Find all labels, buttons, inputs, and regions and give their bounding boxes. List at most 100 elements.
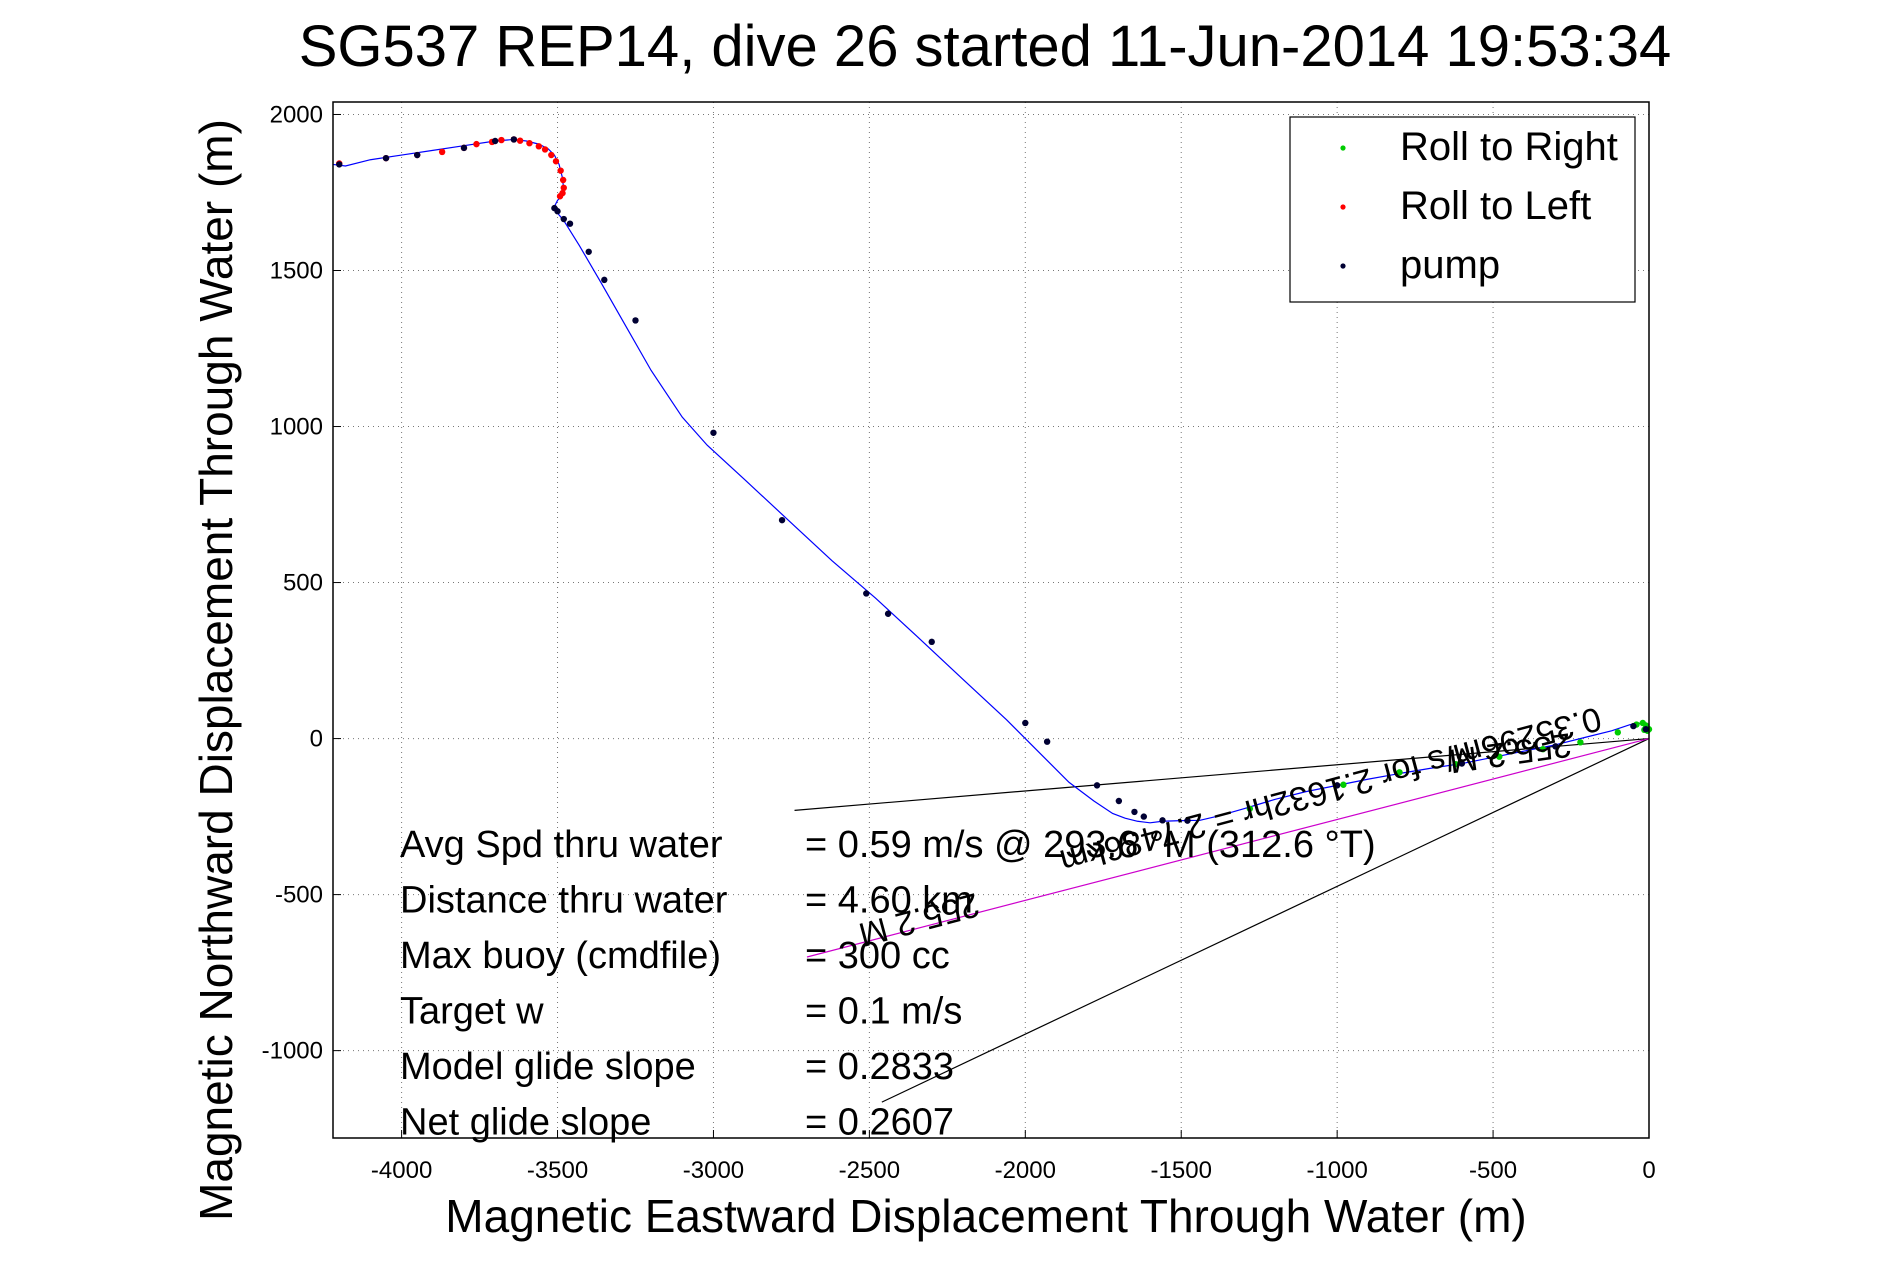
roll-to-left-marker: [535, 143, 543, 150]
roll-to-left-marker: [560, 184, 567, 192]
pump-marker: [1022, 719, 1029, 727]
roll-to-right-marker: [1496, 753, 1503, 760]
x-tick-label: -4000: [371, 1157, 432, 1184]
roll-to-left-marker: [498, 136, 505, 144]
roll-to-left-marker: [473, 140, 480, 148]
roll-to-right-marker: [1577, 739, 1584, 746]
roll-to-right-marker: [1452, 760, 1459, 768]
pump-marker: [460, 144, 468, 152]
roll-to-left-marker: [548, 151, 555, 159]
stat-value: = 4.60 km: [805, 880, 973, 922]
roll-to-left-marker: [557, 167, 564, 174]
pump-marker: [601, 276, 608, 284]
reference-line: [806, 737, 1650, 958]
x-tick-label: -1500: [1151, 1157, 1212, 1184]
roll-to-right-marker: [1396, 769, 1403, 776]
legend-label: Roll to Left: [1400, 184, 1591, 228]
legend-marker: [1340, 145, 1346, 151]
pump-marker: [863, 590, 870, 597]
roll-to-right-marker: [1246, 805, 1254, 812]
roll-to-left-marker: [552, 158, 560, 165]
stat-value: = 300 cc: [805, 935, 950, 977]
y-tick-label: 1500: [270, 258, 323, 285]
y-tick-label: 500: [283, 570, 323, 597]
roll-to-right-marker: [1614, 729, 1622, 736]
x-tick-label: -3000: [683, 1157, 744, 1184]
y-tick-label: 0: [310, 726, 323, 753]
roll-to-left-marker: [526, 139, 533, 147]
pump-marker: [554, 208, 561, 215]
roll-to-right-marker: [1539, 745, 1547, 753]
pump-marker: [884, 610, 892, 617]
x-tick-label: 0: [1642, 1157, 1655, 1184]
legend-label: pump: [1400, 243, 1500, 287]
plot-frame: [332, 101, 1650, 1139]
roll-to-left-marker: [559, 176, 567, 184]
reference-lines: [794, 737, 1650, 1103]
x-tick-label: -3500: [527, 1157, 588, 1184]
roll-to-left-marker: [438, 148, 446, 156]
pump-marker: [1458, 760, 1466, 767]
y-tick-label: -500: [275, 882, 323, 909]
pump-marker: [710, 429, 717, 436]
x-axis-label: Magnetic Eastward Displacement Through W…: [445, 1190, 1526, 1242]
pump-marker: [1115, 797, 1123, 805]
roll-to-right-marker: [1340, 781, 1347, 788]
stat-label: Net glide slope: [400, 1102, 651, 1144]
pump-marker: [1159, 817, 1166, 824]
x-tick-label: -500: [1469, 1157, 1517, 1184]
pump-marker: [928, 638, 935, 646]
stat-value: = 0.2833: [805, 1046, 954, 1088]
pump-marker: [491, 137, 499, 145]
y-tick-label: 1000: [270, 414, 323, 441]
stat-label: Target w: [400, 991, 544, 1033]
x-tick-label: -2500: [839, 1157, 900, 1184]
legend-marker: [1340, 263, 1346, 269]
legend: Roll to Right Roll to Left pump: [1289, 116, 1636, 303]
pump-marker: [336, 161, 343, 168]
legend-marker: [1340, 204, 1346, 210]
dive-stats: Avg Spd thru water = 0.59 m/s @ 293.6 °M …: [400, 824, 1376, 1144]
pump-marker: [382, 154, 390, 162]
pump-marker: [1131, 808, 1138, 816]
roll-to-left-marker: [516, 137, 524, 144]
legend-label: Roll to Right: [1400, 125, 1618, 169]
chart-title: SG537 REP14, dive 26 started 11-Jun-2014…: [299, 14, 1672, 79]
stat-label: Max buoy (cmdfile): [400, 935, 721, 977]
pump-marker: [1093, 782, 1101, 789]
pump-marker: [632, 317, 639, 324]
pump-marker: [1552, 743, 1559, 750]
pump-marker: [413, 151, 421, 159]
y-tick-labels: -1000 -500 0 500 1000 1500 2000: [262, 101, 341, 1065]
stat-value: = 0.59 m/s @ 293.6 °M (312.6 °T): [805, 824, 1376, 866]
pump-marker: [1184, 817, 1191, 824]
x-tick-label: -2000: [995, 1157, 1056, 1184]
x-tick-label: -1000: [1306, 1157, 1367, 1184]
stat-value: = 0.1 m/s: [805, 991, 962, 1033]
stat-label: Avg Spd thru water: [400, 824, 723, 866]
pump-marker: [1043, 738, 1051, 745]
reference-line: [881, 738, 1650, 1103]
y-axis-label: Magnetic Northward Displacement Through …: [190, 119, 242, 1221]
pump-marker: [560, 215, 567, 223]
pump-marker: [585, 248, 592, 255]
roll-to-left-marker: [556, 193, 564, 200]
pump-marker: [1630, 722, 1637, 730]
pump-marker: [778, 516, 786, 524]
pump-marker: [1642, 726, 1650, 733]
legend-box: [1289, 116, 1636, 303]
pump-marker: [566, 220, 574, 227]
reference-line: [794, 737, 1650, 811]
y-tick-label: -1000: [262, 1038, 323, 1065]
stat-label: Model glide slope: [400, 1046, 696, 1088]
series-markers: [336, 136, 1653, 824]
stat-value: = 0.2607: [805, 1102, 954, 1144]
x-tick-labels: -4000 -3500 -3000 -2500 -2000 -1500 -1000 -500 0: [371, 1130, 1656, 1184]
pump-marker: [1140, 813, 1148, 820]
pump-marker: [510, 136, 518, 143]
y-tick-label: 2000: [270, 101, 323, 128]
roll-to-left-marker: [541, 146, 549, 153]
stat-label: Distance thru water: [400, 880, 728, 922]
pump-marker: [1333, 782, 1341, 789]
